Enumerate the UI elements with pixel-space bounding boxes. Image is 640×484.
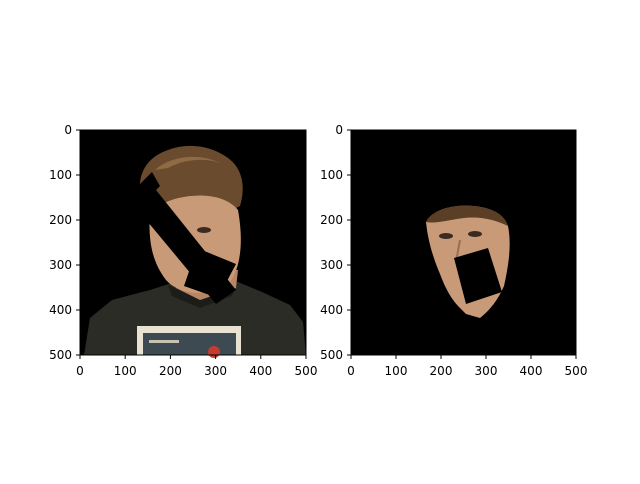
right-y-tick-label: 0	[335, 123, 343, 137]
right-y-tick-label: 300	[320, 258, 343, 272]
left-axes-frame	[79, 129, 307, 356]
right-occlusion-rectangle	[454, 248, 502, 304]
left-occlusion-rectangle	[184, 248, 236, 298]
left-y-tick-label: 300	[49, 258, 72, 272]
right-x-tick-label: 200	[430, 364, 453, 378]
right-axes-frame	[350, 129, 577, 356]
right-hairline	[426, 205, 508, 226]
left-x-tick-label: 300	[204, 364, 227, 378]
left-eye	[197, 227, 211, 233]
left-book-label	[149, 340, 179, 343]
right-y-tick-label: 400	[320, 303, 343, 317]
right-x-tick-label: 400	[520, 364, 543, 378]
left-book-mark	[208, 346, 220, 358]
left-hair-highlight	[155, 156, 222, 170]
right-x-tick-label: 100	[385, 364, 408, 378]
left-hair	[139, 145, 243, 214]
right-x-tick-label: 0	[347, 364, 355, 378]
left-y-tick-label: 400	[49, 303, 72, 317]
right-eye	[439, 233, 453, 239]
left-x-tick-label: 100	[114, 364, 137, 378]
left-x-axis: 0 100 200 300 400 500	[76, 355, 317, 378]
right-y-tick-label: 200	[320, 213, 343, 227]
left-x-tick-label: 200	[159, 364, 182, 378]
left-book-cover	[143, 333, 236, 355]
right-eye	[468, 231, 482, 237]
left-y-tick-label: 500	[49, 348, 72, 362]
right-panel: 0 100 200 300 400 500 0 100 200 300 400 …	[320, 123, 587, 378]
left-y-tick-label: 0	[64, 123, 72, 137]
right-x-tick-label: 300	[475, 364, 498, 378]
left-y-axis: 0 100 200 300 400 500	[49, 123, 80, 362]
right-x-axis: 0 100 200 300 400 500	[347, 355, 587, 378]
left-y-tick-label: 100	[49, 168, 72, 182]
left-y-tick-label: 200	[49, 213, 72, 227]
right-y-tick-label: 100	[320, 168, 343, 182]
left-occlusion-corner	[132, 172, 160, 206]
left-x-tick-label: 0	[76, 364, 84, 378]
right-y-axis: 0 100 200 300 400 500	[320, 123, 351, 362]
right-y-tick-label: 500	[320, 348, 343, 362]
left-x-tick-label: 500	[295, 364, 318, 378]
left-panel: 0 100 200 300 400 500 0 100 200 300 400 …	[49, 123, 317, 378]
right-x-tick-label: 500	[565, 364, 588, 378]
left-x-tick-label: 400	[249, 364, 272, 378]
